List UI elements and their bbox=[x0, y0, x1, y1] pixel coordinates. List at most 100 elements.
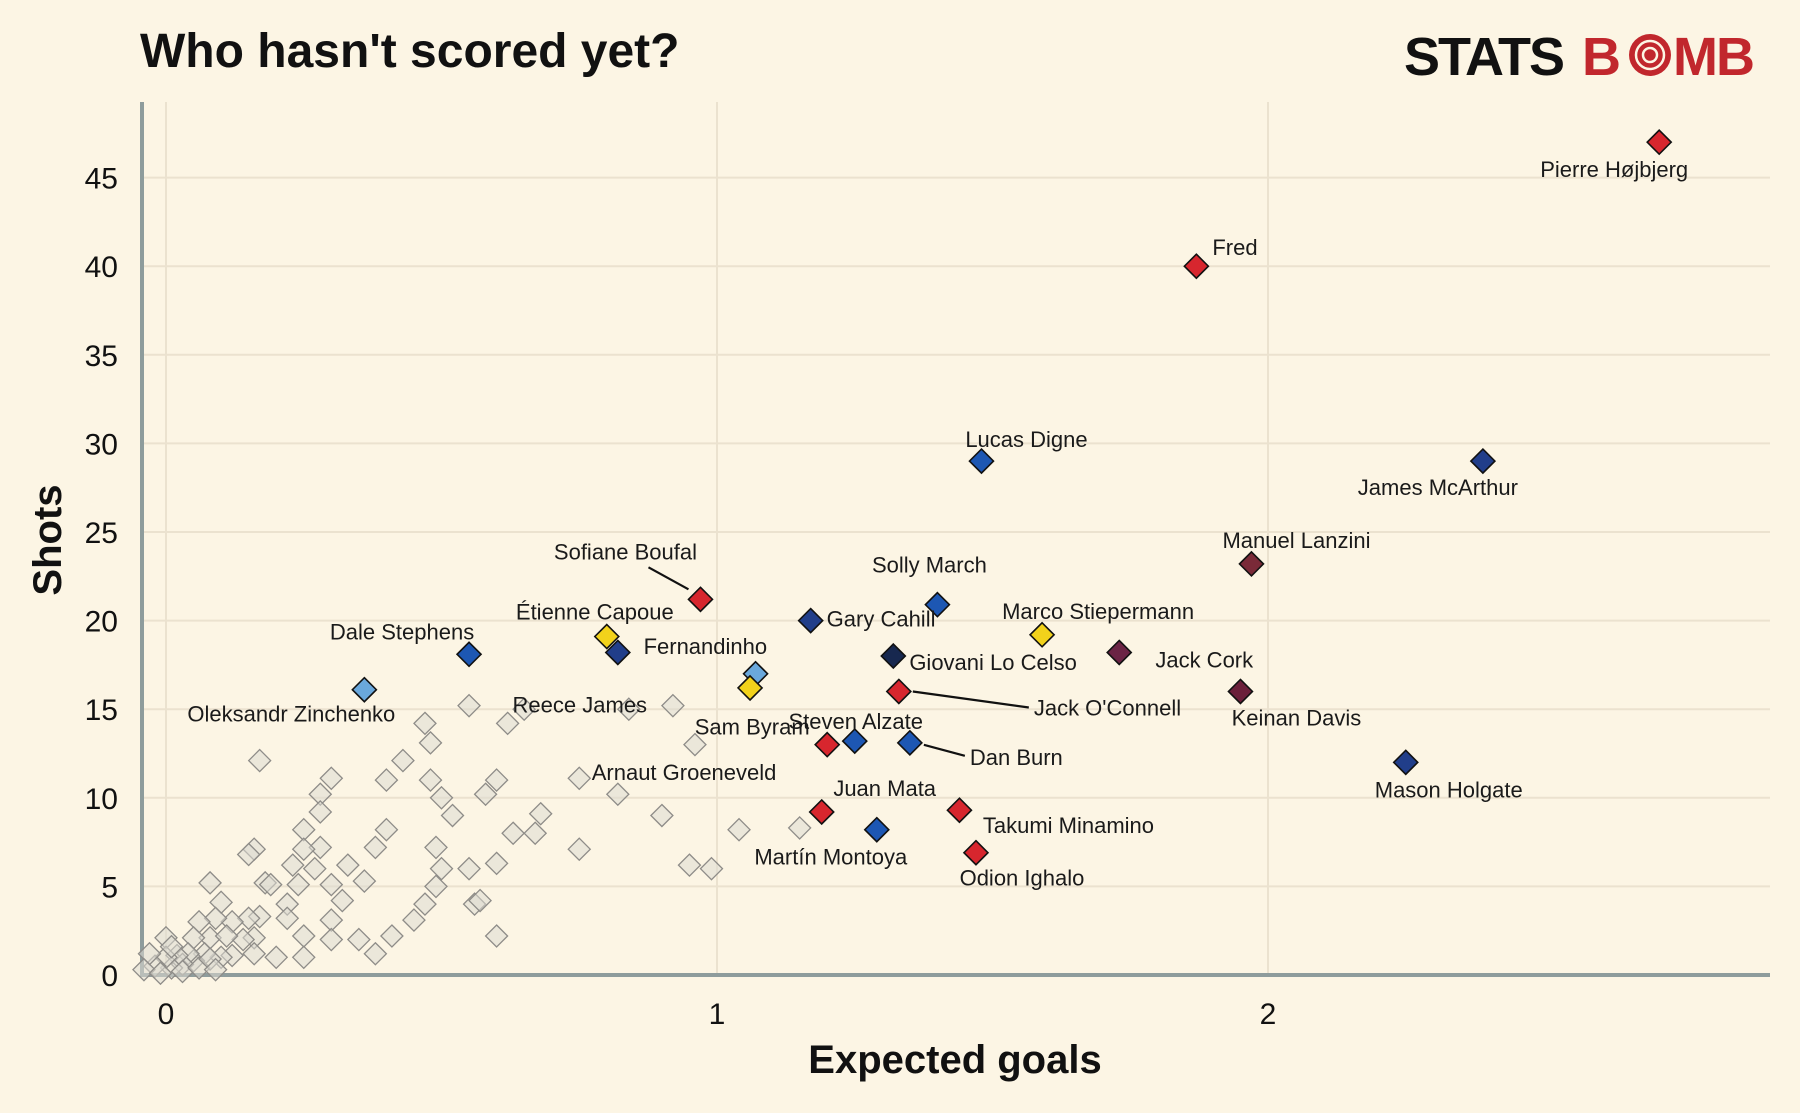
gray-point-96 bbox=[148, 961, 173, 986]
gray-point-15 bbox=[501, 821, 526, 846]
logo-mb-text: MB bbox=[1673, 27, 1753, 87]
gray-point-74 bbox=[198, 870, 222, 895]
gray-point-53 bbox=[280, 853, 305, 878]
gray-point-36 bbox=[402, 908, 426, 932]
y-tick-label-0: 0 bbox=[101, 960, 118, 993]
gray-point-42 bbox=[346, 927, 371, 952]
gray-point-0 bbox=[683, 732, 707, 757]
label-dan-burn: Dan Burn bbox=[970, 745, 1063, 770]
label-sam-byram: Sam Byram bbox=[695, 715, 810, 740]
gray-point-40 bbox=[379, 924, 404, 948]
labeled-points bbox=[351, 129, 1673, 866]
point-dan-burn bbox=[896, 729, 923, 756]
gray-point-45 bbox=[308, 800, 333, 824]
gray-point-49 bbox=[330, 888, 355, 913]
gray-point-21 bbox=[413, 711, 437, 736]
label-steven-alzate: Steven Alzate bbox=[788, 709, 923, 734]
point-arnaut-groeneveld bbox=[736, 674, 764, 702]
tick-labels: 0 5 10 15 20 25 30 35 40 45 0 1 2 bbox=[85, 163, 1277, 1031]
point-martin-montoya bbox=[863, 816, 890, 843]
label-jack-o-connell: Jack O'Connell bbox=[1034, 695, 1181, 720]
gray-point-14 bbox=[523, 821, 548, 846]
statsbomb-logo: STATS B MB bbox=[1404, 27, 1755, 87]
gray-point-1 bbox=[616, 697, 641, 722]
label-fred: Fred bbox=[1212, 235, 1257, 260]
point-labels: Pierre Højbjerg Fred Lucas Digne James McAr… bbox=[187, 157, 1688, 891]
gray-point-27 bbox=[363, 835, 388, 860]
gray-point-60 bbox=[264, 945, 289, 970]
point-marco-stiepermann bbox=[1028, 621, 1056, 648]
point-etienne-capoue bbox=[593, 623, 620, 650]
leader-line-sofiane-boufal bbox=[647, 566, 690, 591]
gray-point-13 bbox=[528, 801, 553, 826]
label-reece-james: Reece James bbox=[513, 692, 648, 717]
gray-point-17 bbox=[473, 782, 498, 807]
gray-point-12 bbox=[495, 711, 520, 736]
logo-b-text: B bbox=[1582, 27, 1619, 87]
gray-point-32 bbox=[424, 835, 448, 860]
x-axis-title: Expected goals bbox=[808, 1038, 1101, 1082]
gray-point-5 bbox=[567, 837, 592, 862]
point-odion-ighalo bbox=[962, 839, 990, 866]
gray-point-52 bbox=[291, 837, 316, 862]
gray-point-37 bbox=[457, 856, 481, 881]
label-manuel-lanzini: Manuel Lanzini bbox=[1222, 528, 1370, 553]
point-takumi-minamino bbox=[946, 797, 973, 824]
gray-point-4 bbox=[605, 782, 630, 807]
gray-point-7 bbox=[699, 856, 724, 881]
gray-point-28 bbox=[352, 869, 377, 894]
point-keinan-davis bbox=[1227, 678, 1254, 705]
gray-point-19 bbox=[484, 924, 509, 948]
gray-point-95 bbox=[203, 957, 228, 982]
gray-point-54 bbox=[302, 856, 327, 881]
point-james-mcarthur bbox=[1469, 447, 1497, 475]
gray-point-35 bbox=[413, 892, 437, 917]
label-takumi-minamino: Takumi Minamino bbox=[983, 813, 1154, 838]
gray-point-33 bbox=[429, 856, 454, 881]
point-giovani-lo-celso bbox=[880, 642, 907, 670]
gray-point-61 bbox=[247, 748, 272, 773]
point-lucas-digne bbox=[968, 447, 995, 475]
gray-point-10 bbox=[787, 816, 812, 840]
gray-point-63 bbox=[236, 842, 261, 867]
y-tick-label-10: 10 bbox=[85, 783, 118, 816]
gray-point-26 bbox=[374, 817, 399, 842]
gray-point-65 bbox=[258, 872, 283, 897]
label-gary-cahill: Gary Cahill bbox=[827, 607, 936, 632]
point-sam-byram bbox=[814, 731, 841, 758]
chart-title: Who hasn't scored yet? bbox=[140, 25, 679, 78]
bomb-icon bbox=[1629, 34, 1671, 76]
gray-point-47 bbox=[308, 835, 333, 860]
gray-point-9 bbox=[727, 817, 751, 842]
point-gary-cahill bbox=[797, 607, 824, 634]
gray-point-48 bbox=[319, 872, 344, 897]
point-jack-cork bbox=[1106, 639, 1133, 666]
point-reece-james bbox=[604, 639, 631, 666]
gray-point-25 bbox=[374, 768, 399, 792]
gray-point-30 bbox=[429, 785, 454, 810]
point-dale-stephens bbox=[455, 641, 483, 668]
gray-point-2 bbox=[661, 693, 685, 718]
leader-line-dan-burn bbox=[923, 743, 966, 757]
y-tick-label-35: 35 bbox=[85, 340, 118, 373]
gray-point-31 bbox=[440, 803, 465, 828]
point-oleksandr-zinchenko bbox=[351, 676, 378, 703]
gray-point-41 bbox=[363, 941, 388, 966]
label-keinan-davis: Keinan Davis bbox=[1232, 705, 1362, 730]
unlabeled-points bbox=[132, 693, 812, 986]
gray-point-69 bbox=[236, 906, 261, 931]
label-pierre-hojbjerg: Pierre Højbjerg bbox=[1540, 157, 1688, 182]
point-manuel-lanzini bbox=[1238, 550, 1265, 578]
y-tick-label-20: 20 bbox=[85, 606, 118, 639]
label-dale-stephens: Dale Stephens bbox=[330, 619, 474, 644]
y-axis-title: Shots bbox=[26, 484, 70, 595]
gray-point-24 bbox=[391, 748, 415, 773]
point-pierre-hojbjerg bbox=[1646, 129, 1673, 156]
label-sofiane-boufal: Sofiane Boufal bbox=[554, 539, 697, 564]
label-arnaut-groeneveld: Arnaut Groeneveld bbox=[592, 760, 777, 785]
gray-point-59 bbox=[291, 945, 316, 970]
point-fred bbox=[1183, 253, 1210, 280]
gray-point-39 bbox=[468, 888, 492, 913]
point-jack-o-connell bbox=[885, 678, 912, 705]
